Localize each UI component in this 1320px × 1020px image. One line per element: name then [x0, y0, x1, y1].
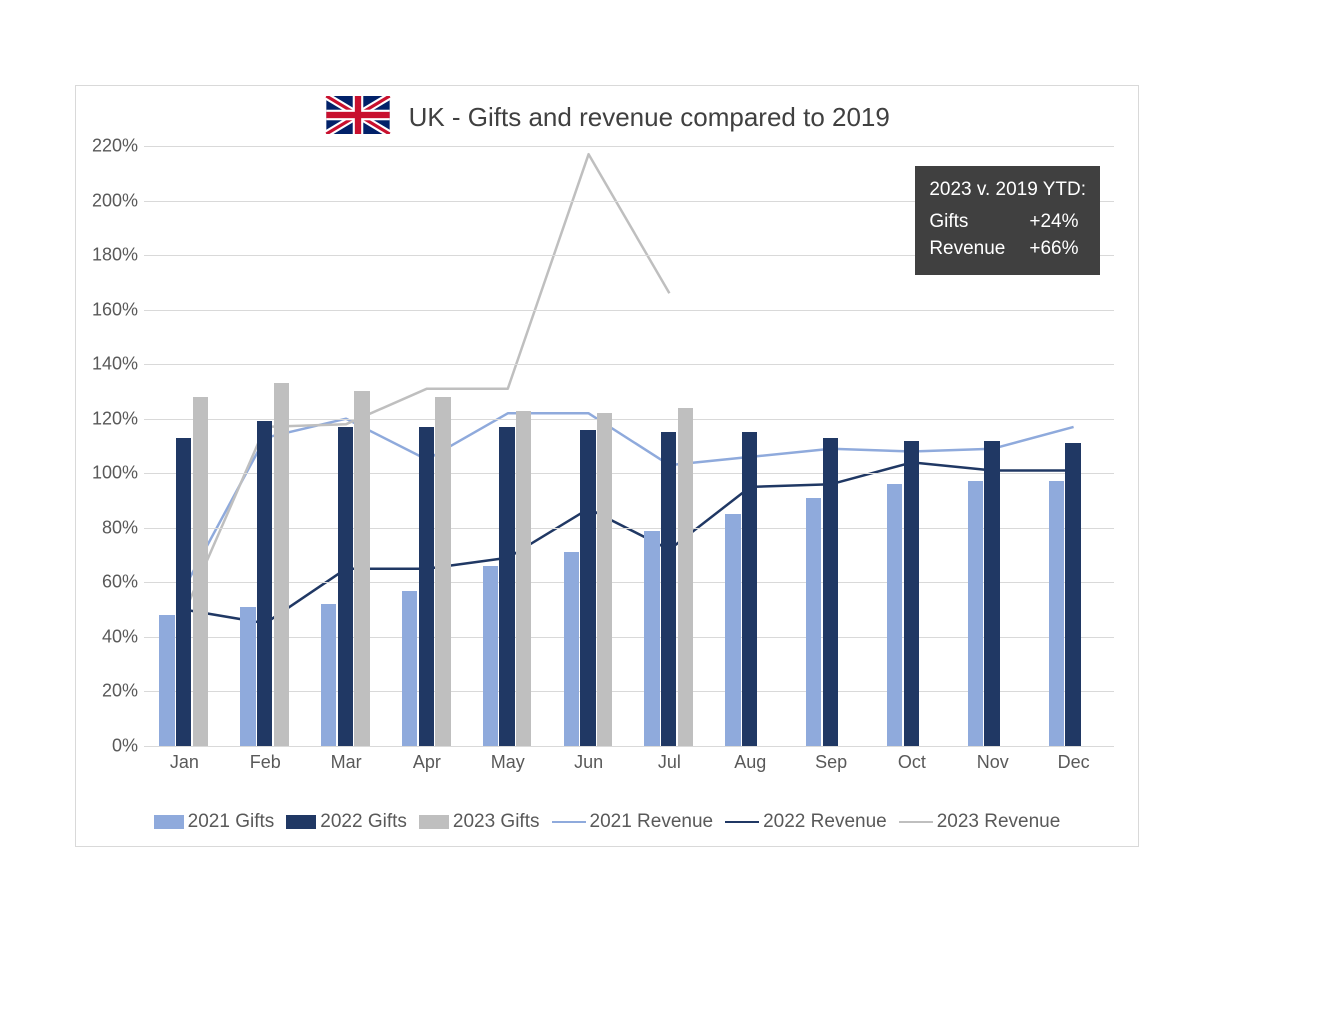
gridline	[144, 310, 1114, 311]
bar	[564, 552, 579, 746]
legend-item: 2023 Gifts	[419, 811, 540, 833]
bar	[240, 607, 255, 746]
y-axis-label: 120%	[92, 408, 138, 429]
legend-item: 2022 Revenue	[725, 811, 887, 833]
x-axis-label: Dec	[1058, 752, 1090, 773]
bar	[597, 413, 612, 746]
x-axis-label: Jun	[574, 752, 603, 773]
bar	[725, 514, 740, 746]
chart-title: UK - Gifts and revenue compared to 2019	[409, 102, 890, 133]
legend-item: 2021 Gifts	[154, 811, 275, 833]
legend-line-icon	[899, 821, 933, 824]
bar	[1065, 443, 1080, 746]
y-axis-label: 60%	[102, 572, 138, 593]
bar	[580, 430, 595, 746]
y-axis-label: 100%	[92, 463, 138, 484]
series-line	[184, 462, 1073, 623]
bar	[159, 615, 174, 746]
bar	[661, 432, 676, 746]
legend-label: 2022 Gifts	[320, 811, 407, 833]
chart-title-row: UK - Gifts and revenue compared to 2019	[76, 96, 1138, 136]
bar	[968, 481, 983, 746]
legend-label: 2023 Revenue	[937, 811, 1061, 833]
gridline	[144, 473, 1114, 474]
bar	[499, 427, 514, 746]
info-box-label: Revenue	[929, 235, 1011, 263]
bar	[823, 438, 838, 746]
y-axis-label: 180%	[92, 245, 138, 266]
legend-label: 2022 Revenue	[763, 811, 887, 833]
legend-swatch-icon	[154, 815, 184, 829]
series-line	[184, 413, 1073, 588]
x-axis-label: Mar	[331, 752, 362, 773]
legend-swatch-icon	[419, 815, 449, 829]
bar	[402, 591, 417, 746]
legend-label: 2021 Gifts	[188, 811, 275, 833]
info-box-row: Gifts +24%	[929, 208, 1084, 236]
legend-label: 2023 Gifts	[453, 811, 540, 833]
bar	[516, 411, 531, 746]
legend-swatch-icon	[286, 815, 316, 829]
gridline	[144, 419, 1114, 420]
gridline	[144, 146, 1114, 147]
y-axis-label: 140%	[92, 354, 138, 375]
bar	[483, 566, 498, 746]
info-box-table: Gifts +24% Revenue +66%	[929, 208, 1084, 263]
y-axis-label: 20%	[102, 681, 138, 702]
x-axis-label: Jul	[658, 752, 681, 773]
legend: 2021 Gifts 2022 Gifts 2023 Gifts 2021 Reven…	[76, 798, 1138, 846]
x-axis-label: Feb	[250, 752, 281, 773]
legend-item: 2022 Gifts	[286, 811, 407, 833]
x-axis-label: Aug	[734, 752, 766, 773]
bar	[274, 383, 289, 746]
x-axis-label: May	[491, 752, 525, 773]
chart-panel: UK - Gifts and revenue compared to 2019 …	[75, 85, 1139, 847]
bar	[1049, 481, 1064, 746]
y-axis-label: 160%	[92, 299, 138, 320]
bar	[984, 441, 999, 746]
ytd-info-box: 2023 v. 2019 YTD: Gifts +24% Revenue +66…	[915, 166, 1100, 275]
gridline	[144, 364, 1114, 365]
gridline	[144, 746, 1114, 747]
info-box-value: +24%	[1011, 208, 1084, 236]
info-box-label: Gifts	[929, 208, 1011, 236]
y-axis-label: 40%	[102, 626, 138, 647]
bar	[435, 397, 450, 746]
bar	[419, 427, 434, 746]
bar	[678, 408, 693, 746]
bar	[354, 391, 369, 746]
legend-line-icon	[552, 821, 586, 824]
bar	[321, 604, 336, 746]
legend-item: 2023 Revenue	[899, 811, 1061, 833]
bar	[644, 531, 659, 746]
y-axis-label: 0%	[112, 736, 138, 757]
bar	[338, 427, 353, 746]
legend-item: 2021 Revenue	[552, 811, 714, 833]
bar	[904, 441, 919, 746]
x-axis-label: Sep	[815, 752, 847, 773]
info-box-value: +66%	[1011, 235, 1084, 263]
bar	[257, 421, 272, 746]
legend-label: 2021 Revenue	[590, 811, 714, 833]
y-axis-label: 200%	[92, 190, 138, 211]
y-axis-label: 80%	[102, 517, 138, 538]
y-axis-label: 220%	[92, 136, 138, 157]
bar	[193, 397, 208, 746]
info-box-row: Revenue +66%	[929, 235, 1084, 263]
uk-flag-icon	[324, 96, 392, 139]
info-box-header: 2023 v. 2019 YTD:	[929, 176, 1086, 204]
x-axis-label: Apr	[413, 752, 441, 773]
bar	[806, 498, 821, 746]
legend-line-icon	[725, 821, 759, 824]
x-axis-label: Oct	[898, 752, 926, 773]
x-axis-label: Nov	[977, 752, 1009, 773]
bar	[742, 432, 757, 746]
bar	[887, 484, 902, 746]
bar	[176, 438, 191, 746]
page: UK - Gifts and revenue compared to 2019 …	[0, 0, 1320, 1020]
x-axis-label: Jan	[170, 752, 199, 773]
